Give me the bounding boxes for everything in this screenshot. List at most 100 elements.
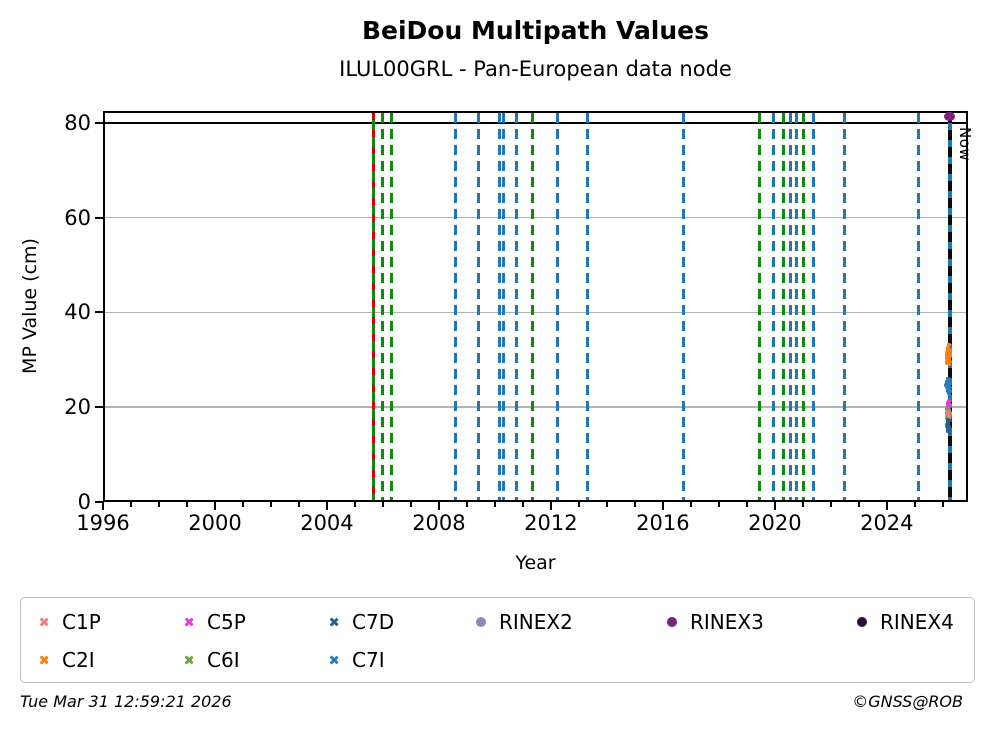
event-line	[789, 113, 793, 500]
scatter-point	[947, 361, 951, 365]
x-minor-tick	[186, 502, 188, 507]
scatter-point	[948, 404, 953, 408]
legend-item-c7i: C7I	[329, 646, 385, 674]
x-tick	[213, 502, 216, 510]
y-tick-label: 40	[64, 300, 91, 325]
x-tick-label: 2016	[636, 511, 690, 535]
gridline	[103, 216, 968, 219]
y-tick	[95, 406, 103, 409]
x-axis-label: Year	[515, 552, 556, 574]
legend-x-marker-icon	[329, 617, 339, 627]
chart-title: BeiDou Multipath Values	[361, 16, 710, 45]
credit-text: ©GNSS@ROB	[852, 692, 963, 711]
legend-label: C1P	[62, 610, 101, 634]
scatter-point	[946, 357, 950, 361]
event-line	[782, 113, 786, 500]
scatter-point	[946, 389, 950, 393]
scatter-point	[947, 418, 951, 422]
x-tick	[885, 502, 888, 510]
legend-x-marker-icon	[329, 655, 339, 665]
scatter-point	[946, 413, 950, 418]
scatter-point	[946, 353, 951, 357]
scatter-point	[946, 427, 950, 431]
scatter-point	[946, 425, 950, 429]
legend-x-marker-icon	[184, 617, 194, 627]
x-minor-tick	[298, 502, 300, 507]
event-line	[381, 113, 385, 500]
event-line	[531, 113, 535, 500]
legend-label: C6I	[207, 648, 240, 672]
event-line	[501, 113, 505, 500]
x-tick-label: 2024	[860, 511, 914, 535]
x-tick	[437, 502, 440, 510]
y-tick	[95, 121, 103, 124]
event-line	[843, 113, 847, 500]
x-minor-tick	[718, 502, 720, 507]
scatter-point	[947, 343, 951, 347]
gridline	[103, 311, 968, 314]
legend-label: RINEX4	[880, 610, 954, 634]
scatter-point	[945, 361, 949, 365]
rinex3-point	[944, 111, 956, 122]
event-line	[811, 113, 815, 500]
x-minor-tick	[466, 502, 468, 507]
x-minor-tick	[634, 502, 636, 507]
event-line	[771, 113, 775, 500]
legend: C1P C5P C7D RINEX2 RINEX3 RINEX4 C2I C6I C7I	[20, 597, 975, 683]
y-tick-label: 80	[64, 110, 91, 135]
y-tick	[95, 501, 103, 503]
x-minor-tick	[830, 502, 832, 507]
y-tick	[95, 216, 103, 219]
event-line	[390, 113, 394, 500]
legend-item-c5p: C5P	[184, 608, 246, 636]
x-tick-label: 2008	[412, 511, 466, 535]
legend-x-marker-icon	[184, 655, 194, 665]
x-minor-tick	[690, 502, 692, 507]
event-line	[801, 113, 805, 500]
legend-dot-marker-icon	[857, 617, 867, 627]
x-tick	[102, 502, 104, 510]
scatter-point	[948, 389, 952, 393]
event-line	[371, 113, 375, 500]
x-minor-tick	[494, 502, 496, 507]
legend-item-rinex4: RINEX4	[857, 608, 954, 636]
x-tick-label: 1996	[76, 511, 130, 535]
legend-item-c2i: C2I	[39, 646, 95, 674]
scatter-point	[946, 377, 950, 381]
legend-item-rinex3: RINEX3	[667, 608, 764, 636]
scatter-point	[947, 349, 951, 353]
plot-frame	[103, 111, 968, 502]
legend-label: C5P	[207, 610, 246, 634]
scatter-point	[944, 385, 948, 389]
x-minor-tick	[354, 502, 356, 507]
scatter-point	[945, 407, 949, 411]
scatter-point	[947, 359, 951, 363]
x-tick	[661, 502, 664, 510]
event-line	[454, 113, 458, 500]
scatter-point	[946, 421, 950, 425]
scatter-point	[947, 430, 951, 434]
scatter-point	[947, 381, 951, 385]
event-line	[497, 113, 501, 500]
legend-dot-marker-icon	[667, 617, 677, 627]
x-tick	[549, 502, 552, 510]
legend-x-marker-icon	[39, 655, 49, 665]
x-minor-tick	[914, 502, 916, 507]
legend-label: RINEX2	[499, 610, 573, 634]
event-line	[476, 113, 480, 500]
x-minor-tick	[410, 502, 412, 507]
legend-label: C2I	[62, 648, 95, 672]
x-minor-tick	[858, 502, 860, 507]
x-minor-tick	[746, 502, 748, 507]
legend-item-c7d: C7D	[329, 608, 394, 636]
scatter-point	[945, 387, 949, 391]
legend-x-marker-icon	[39, 617, 49, 627]
scatter-point	[946, 345, 951, 350]
scatter-point	[946, 409, 950, 414]
legend-item-c1p: C1P	[39, 608, 101, 636]
legend-dot-marker-icon	[476, 617, 486, 627]
y-tick-label: 0	[77, 490, 91, 514]
x-tick-label: 2004	[300, 511, 354, 535]
